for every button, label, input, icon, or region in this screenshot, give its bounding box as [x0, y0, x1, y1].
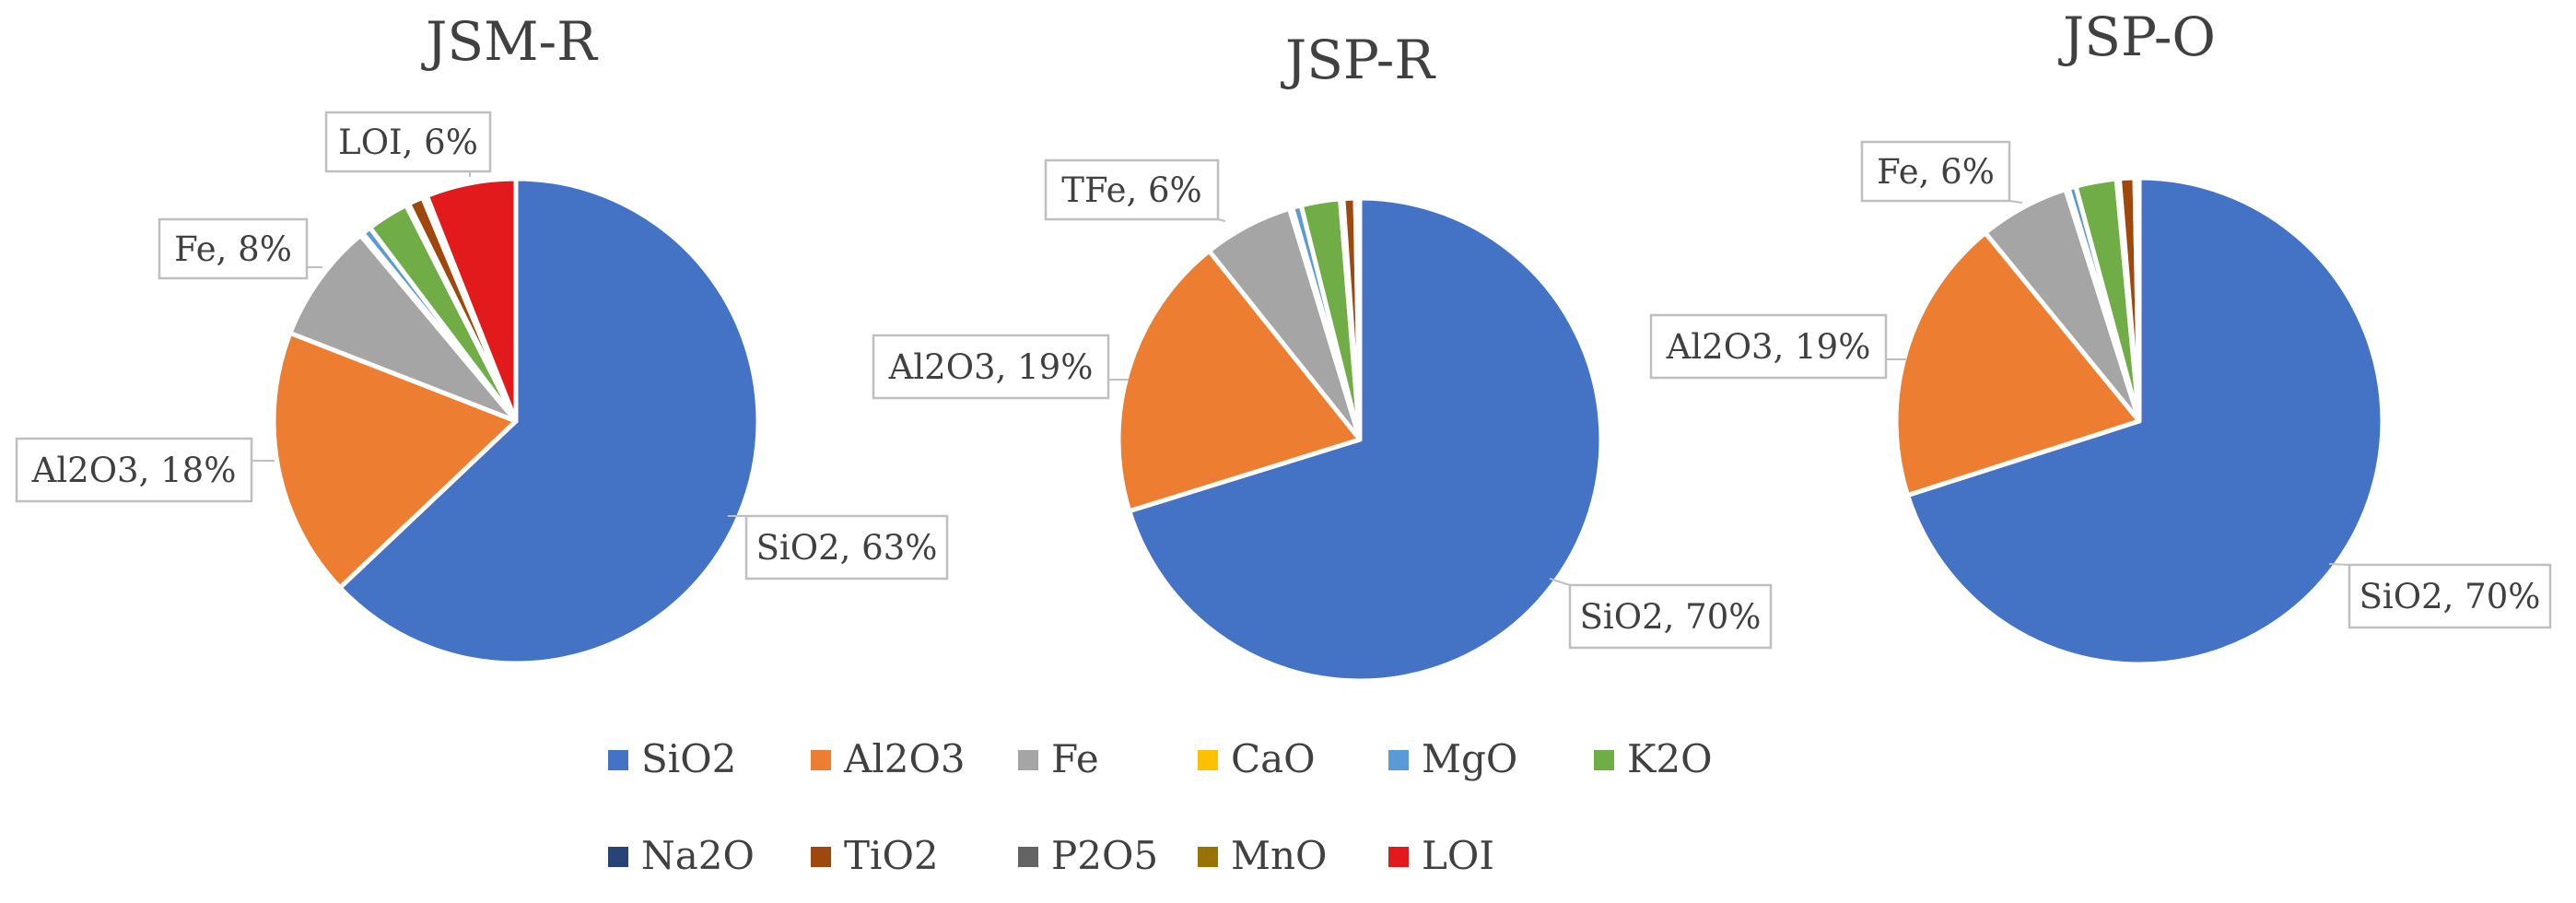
legend-label: MgO — [1422, 736, 1517, 781]
leader-line — [1549, 578, 1571, 586]
legend-label: Fe — [1051, 736, 1099, 781]
pie-slice-mno — [1355, 195, 1363, 442]
callout-box — [1044, 158, 1220, 221]
callout-box — [15, 437, 253, 503]
legend-item-loi: LOI — [1388, 833, 1494, 878]
data-label-text: SiO2, 63% — [756, 528, 938, 568]
chart-title: JSM-R — [421, 10, 599, 73]
charts-group: JSM-R SiO2, 63% Al2O3, 18% Fe, 8% LOI, 6% JSP… — [15, 6, 2552, 684]
legend-label: Na2O — [641, 833, 755, 878]
callout-box — [158, 217, 309, 280]
legend-label: LOI — [1422, 833, 1494, 878]
legend-swatch — [811, 750, 831, 770]
pie-chart-jsm-r: JSM-R SiO2, 63% Al2O3, 18% Fe, 8% LOI, 6% — [15, 10, 949, 666]
data-label-al2o3: Al2O3, 19% — [1649, 313, 1907, 380]
data-label-loi: LOI, 6% — [324, 111, 492, 177]
legend-swatch — [1018, 750, 1038, 770]
legend-label: MnO — [1231, 833, 1328, 878]
legend-item-fe: Fe — [1018, 736, 1099, 781]
pie-slice-loi — [424, 176, 519, 424]
legend-swatch — [1594, 750, 1614, 770]
legend-item-cao: CaO — [1198, 736, 1316, 781]
legend-item-mgo: MgO — [1388, 736, 1517, 781]
legend-item-al2o3: Al2O3 — [811, 736, 966, 781]
callout-box — [1649, 313, 1888, 380]
pie-slice-al2o3 — [1116, 248, 1363, 514]
data-label-al2o3: Al2O3, 18% — [15, 437, 275, 503]
data-label-tfe: TFe, 6% — [1044, 158, 1226, 222]
legend-swatch — [811, 847, 831, 867]
data-label-text: Al2O3, 19% — [1666, 327, 1871, 367]
data-label-al2o3: Al2O3, 19% — [872, 334, 1129, 400]
legend-swatch — [1388, 847, 1409, 867]
legend-label: SiO2 — [641, 736, 736, 781]
legend-label: P2O5 — [1051, 833, 1158, 878]
leader-line — [2328, 563, 2350, 566]
legend-item-sio2: SiO2 — [608, 736, 736, 781]
legend-item-mno: MnO — [1198, 833, 1328, 878]
legend-item-p2o5: P2O5 — [1018, 833, 1158, 878]
legend-label: K2O — [1627, 736, 1713, 781]
legend-label: CaO — [1231, 736, 1316, 781]
data-label-fe: Fe, 6% — [1860, 140, 2023, 204]
callout-box — [1568, 583, 1773, 650]
legend-swatch — [1198, 750, 1218, 770]
data-label-text: Fe, 6% — [1877, 152, 1995, 192]
data-label-text: SiO2, 70% — [2359, 577, 2541, 616]
data-label-text: TFe, 6% — [1061, 170, 1201, 210]
data-label-text: Al2O3, 18% — [31, 451, 237, 490]
data-label-text: Al2O3, 19% — [888, 347, 1094, 387]
legend-swatch — [1018, 847, 1038, 867]
callout-box — [1860, 140, 2011, 203]
legend-item-tio2: TiO2 — [811, 833, 939, 878]
legend-swatch — [1198, 847, 1218, 867]
leader-line — [2008, 200, 2023, 204]
data-label-text: Fe, 8% — [174, 229, 292, 269]
data-label-text: LOI, 6% — [338, 123, 478, 162]
pie-slice-sio2 — [1127, 195, 1604, 684]
pie-slice-fe — [287, 232, 519, 424]
legend-item-k2o: K2O — [1594, 736, 1713, 781]
pie-slice-al2o3 — [1893, 230, 2142, 498]
callout-box — [324, 111, 492, 173]
legend: SiO2 Al2O3 Fe CaO MgO K2O Na2O TiO2 P2O5 MnO LOI — [608, 736, 1713, 878]
legend-label: TiO2 — [844, 833, 939, 878]
legend-label: Al2O3 — [843, 736, 966, 781]
callout-box — [2348, 563, 2552, 629]
pie-slice-al2o3 — [271, 330, 519, 591]
callout-box — [872, 334, 1110, 400]
pie-slice-mno — [2135, 175, 2142, 424]
chart-title: JSP-R — [1281, 29, 1436, 91]
data-label-text: SiO2, 70% — [1580, 597, 1762, 637]
chart-title: JSP-O — [2058, 6, 2216, 68]
callout-box — [744, 514, 949, 580]
legend-swatch — [1388, 750, 1409, 770]
data-label-sio2: SiO2, 70% — [2328, 563, 2552, 629]
legend-swatch — [608, 750, 628, 770]
data-label-sio2: SiO2, 63% — [728, 514, 949, 580]
data-label-fe: Fe, 8% — [158, 217, 322, 280]
leader-line — [1217, 218, 1226, 222]
pie-chart-jsp-r: JSP-R SiO2, 70% Al2O3, 19% TFe, 6% — [872, 29, 1773, 684]
pie-chart-jsp-o: JSP-O SiO2, 70% Al2O3, 19% Fe, 6% — [1649, 6, 2552, 667]
data-label-sio2: SiO2, 70% — [1549, 578, 1773, 650]
legend-swatch — [608, 847, 628, 867]
legend-item-na2o: Na2O — [608, 833, 755, 878]
